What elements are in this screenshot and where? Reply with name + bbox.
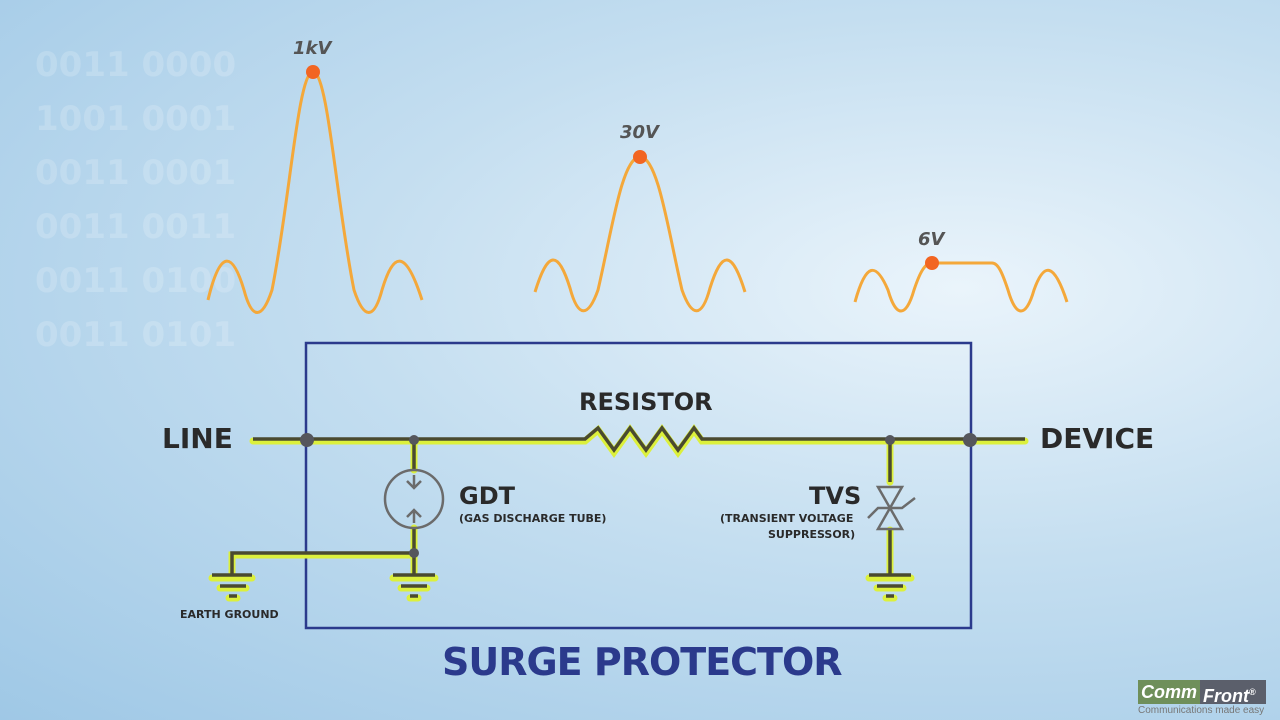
background-binary: 0011 0000 1001 0001 0011 0001 0011 0011 … <box>35 45 237 355</box>
tvs-description-1: (TRANSIENT VOLTAGE <box>720 512 854 525</box>
waveforms <box>206 70 1069 314</box>
wires <box>212 425 1025 598</box>
waveform-6v-clipped <box>853 261 1069 313</box>
peak-label-30v: 30V <box>620 122 659 143</box>
tvs-label: TVS <box>809 482 862 510</box>
gdt-label: GDT <box>459 482 515 510</box>
peak-dot-1kv <box>306 65 320 79</box>
gdt-description: (GAS DISCHARGE TUBE) <box>459 512 607 525</box>
earth-ground-label: EARTH GROUND <box>180 608 279 621</box>
tvs-description-2: SUPPRESSOR) <box>768 528 856 541</box>
resistor-label: RESISTOR <box>579 388 713 416</box>
tvs-symbol <box>867 485 916 531</box>
surge-protector-box <box>304 341 973 630</box>
diagram-title: SURGE PROTECTOR <box>442 640 843 684</box>
line-label: LINE <box>162 422 233 455</box>
junction-nodes <box>300 433 977 558</box>
commfront-logo: Comm Front® Communications made easy <box>1138 680 1266 716</box>
device-label: DEVICE <box>1040 422 1155 455</box>
wires-glow <box>208 424 1029 602</box>
waveform-30v <box>533 155 747 313</box>
peak-dot-6v <box>925 256 939 270</box>
peak-label-6v: 6V <box>918 229 945 250</box>
peak-dot-30v <box>633 150 647 164</box>
gdt-symbol <box>383 468 445 530</box>
waveform-1kv <box>206 70 424 314</box>
peak-label-1kv: 1kV <box>293 38 332 59</box>
